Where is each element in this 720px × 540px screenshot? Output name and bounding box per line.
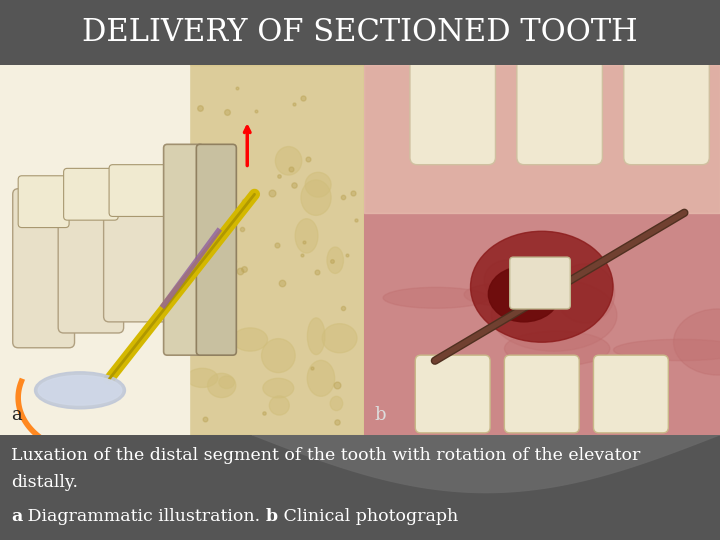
FancyBboxPatch shape (510, 257, 570, 309)
FancyBboxPatch shape (104, 178, 173, 322)
FancyBboxPatch shape (13, 188, 75, 348)
Ellipse shape (252, 376, 278, 411)
Ellipse shape (324, 335, 336, 355)
Text: distally.: distally. (11, 474, 78, 490)
Ellipse shape (488, 266, 559, 322)
Ellipse shape (230, 146, 248, 166)
Ellipse shape (253, 126, 276, 141)
Ellipse shape (318, 193, 347, 229)
Ellipse shape (341, 177, 370, 199)
Polygon shape (252, 435, 720, 492)
Ellipse shape (503, 161, 611, 204)
Ellipse shape (418, 213, 464, 273)
Ellipse shape (38, 375, 122, 405)
Text: a: a (11, 406, 22, 424)
Ellipse shape (253, 116, 264, 142)
FancyBboxPatch shape (505, 355, 579, 433)
Ellipse shape (291, 380, 323, 412)
FancyBboxPatch shape (18, 176, 69, 227)
Bar (182, 65, 364, 435)
Ellipse shape (261, 254, 287, 275)
Ellipse shape (557, 143, 650, 167)
Text: b: b (266, 508, 278, 525)
FancyBboxPatch shape (109, 165, 167, 217)
Text: Clinical photograph: Clinical photograph (278, 508, 458, 525)
Ellipse shape (284, 310, 313, 342)
Ellipse shape (552, 170, 651, 194)
Bar (0, 65, 189, 435)
FancyBboxPatch shape (410, 57, 495, 165)
Text: Luxation of the distal segment of the tooth with rotation of the elevator: Luxation of the distal segment of the to… (11, 447, 640, 464)
Ellipse shape (192, 242, 221, 274)
FancyBboxPatch shape (58, 181, 124, 333)
Ellipse shape (266, 126, 279, 138)
FancyBboxPatch shape (624, 57, 709, 165)
Text: DELIVERY OF SECTIONED TOOTH: DELIVERY OF SECTIONED TOOTH (82, 17, 638, 48)
Ellipse shape (679, 175, 719, 233)
Bar (364, 65, 720, 213)
Ellipse shape (657, 274, 702, 332)
Ellipse shape (272, 264, 297, 294)
Ellipse shape (285, 139, 297, 172)
Ellipse shape (242, 192, 272, 224)
Text: a: a (11, 508, 22, 525)
FancyBboxPatch shape (163, 144, 204, 355)
Ellipse shape (323, 270, 359, 287)
Ellipse shape (471, 231, 613, 342)
Text: Diagrammatic illustration.: Diagrammatic illustration. (22, 508, 266, 525)
FancyBboxPatch shape (593, 355, 668, 433)
Ellipse shape (472, 109, 571, 174)
FancyBboxPatch shape (63, 168, 118, 220)
FancyBboxPatch shape (197, 144, 236, 355)
Ellipse shape (211, 125, 233, 161)
Text: b: b (374, 406, 386, 424)
Ellipse shape (189, 173, 224, 188)
Ellipse shape (256, 223, 277, 249)
Ellipse shape (269, 370, 304, 401)
FancyBboxPatch shape (517, 57, 603, 165)
FancyBboxPatch shape (415, 355, 490, 433)
Ellipse shape (492, 254, 624, 298)
Ellipse shape (35, 372, 125, 409)
